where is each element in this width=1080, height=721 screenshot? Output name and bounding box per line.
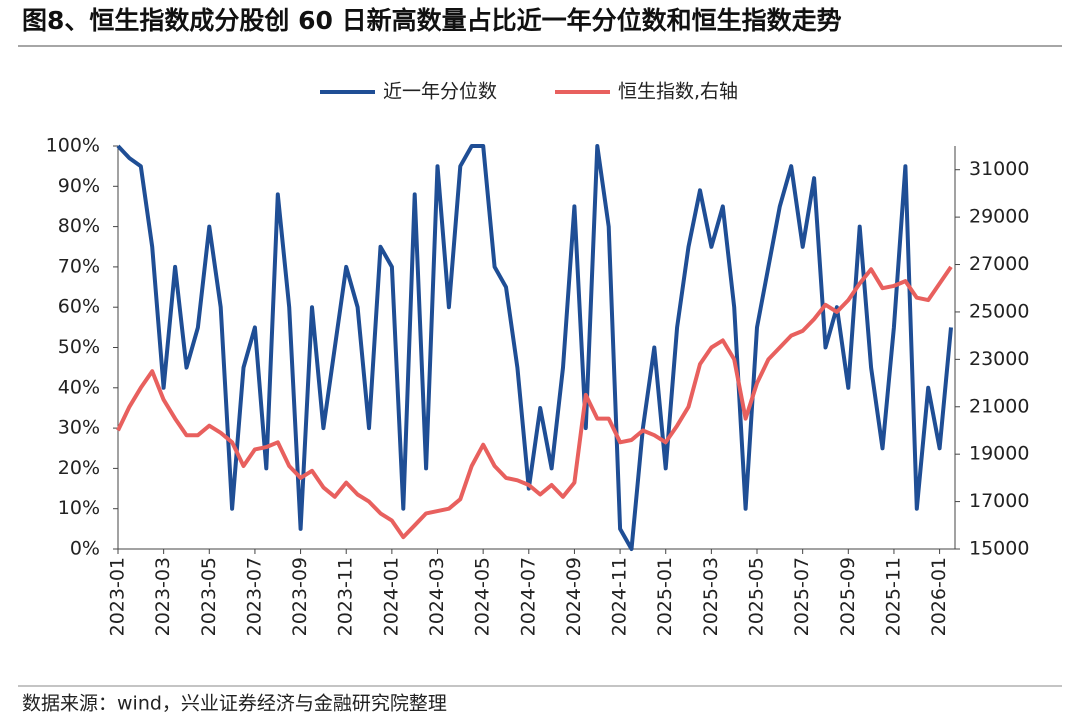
y-tick-label: 50%	[58, 336, 100, 358]
y-tick-label: 0%	[70, 538, 100, 560]
chart-title: 图8、恒生指数成分股创 60 日新高数量占比近一年分位数和恒生指数走势	[22, 6, 842, 35]
x-tick-label: 2023-01	[107, 557, 129, 636]
y2-tick-label: 25000	[969, 300, 1029, 322]
x-tick-label: 2023-07	[243, 557, 265, 636]
x-tick-label: 2024-03	[426, 557, 448, 636]
y2-tick-label: 31000	[969, 158, 1029, 180]
y2-tick-label: 21000	[969, 395, 1029, 417]
x-tick-label: 2024-01	[380, 557, 402, 636]
x-tick-label: 2024-11	[609, 557, 631, 636]
y2-tick-label: 27000	[969, 253, 1029, 275]
y-tick-label: 10%	[58, 497, 100, 519]
y-tick-label: 20%	[58, 457, 100, 479]
x-tick-label: 2024-05	[472, 557, 494, 636]
x-tick-label: 2025-11	[882, 557, 904, 636]
x-tick-label: 2024-07	[517, 557, 539, 636]
x-tick-label: 2025-09	[837, 557, 859, 636]
x-tick-label: 2024-09	[563, 557, 585, 636]
y-tick-label: 100%	[46, 135, 100, 157]
y-tick-label: 40%	[58, 376, 100, 398]
y-tick-label: 70%	[58, 255, 100, 277]
y2-tick-label: 17000	[969, 490, 1029, 512]
x-tick-label: 2023-05	[198, 557, 220, 636]
x-tick-label: 2026-01	[928, 557, 950, 636]
x-tick-label: 2023-11	[335, 557, 357, 636]
x-tick-label: 2023-09	[289, 557, 311, 636]
x-tick-label: 2025-01	[654, 557, 676, 636]
y2-tick-label: 19000	[969, 443, 1029, 465]
series-line	[116, 144, 953, 551]
x-tick-label: 2025-05	[746, 557, 768, 636]
x-tick-label: 2023-03	[152, 557, 174, 636]
source: 数据来源：wind，兴业证券经济与金融研究院整理	[22, 693, 447, 715]
x-tick-label: 2025-07	[791, 557, 813, 636]
legend-label: 恒生指数,右轴	[618, 81, 738, 103]
y-tick-label: 80%	[58, 215, 100, 237]
legend-label: 近一年分位数	[383, 81, 497, 103]
y-tick-label: 60%	[58, 296, 100, 318]
y2-tick-label: 15000	[969, 538, 1029, 560]
x-tick-label: 2025-03	[700, 557, 722, 636]
y-tick-label: 90%	[58, 175, 100, 197]
y2-tick-label: 29000	[969, 206, 1029, 228]
y-tick-label: 30%	[58, 417, 100, 439]
y2-tick-label: 23000	[969, 348, 1029, 370]
series-line	[116, 265, 953, 540]
